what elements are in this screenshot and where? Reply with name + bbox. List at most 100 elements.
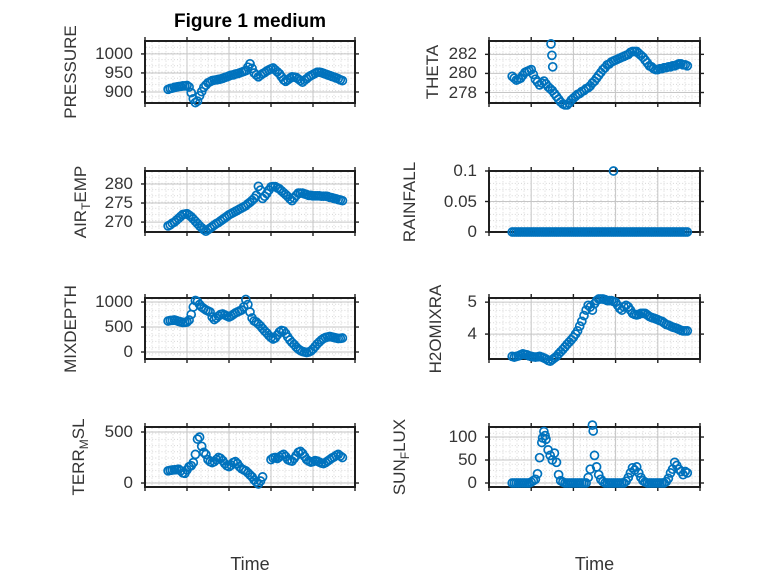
y-axis-label-text: LUX [390, 418, 409, 452]
y-tick-label-pressure: 1000 [95, 43, 133, 63]
y-tick-label-air-temp: 280 [104, 173, 133, 193]
data-point [593, 469, 604, 480]
data-point [546, 39, 556, 49]
y-tick-label-theta: 278 [448, 82, 477, 102]
data-point [682, 227, 693, 237]
data-point [192, 96, 203, 106]
data-point [549, 448, 560, 458]
data-point [631, 462, 642, 472]
data-point [682, 60, 693, 71]
data-point [337, 333, 348, 343]
y-tick-label-air-temp: 270 [104, 212, 133, 232]
data-point [184, 315, 194, 325]
data-point [245, 58, 255, 69]
data-point [633, 468, 644, 478]
y-axis-label-rainfall: RAINFALL [399, 92, 421, 312]
y-tick-label-theta: 280 [448, 63, 477, 83]
data-point [274, 327, 285, 337]
data-point [530, 474, 541, 485]
data-point [337, 75, 348, 86]
y-tick-label-sun-flux: 50 [458, 450, 477, 469]
y-tick-label-rainfall: 0.05 [443, 191, 477, 211]
data-point [182, 317, 192, 327]
data-point [198, 224, 209, 235]
data-point [572, 326, 583, 336]
data-point [532, 468, 543, 479]
y-tick-label-pressure: 900 [104, 81, 133, 101]
data-point [623, 472, 634, 483]
data-point [589, 450, 600, 461]
y-tick-label-theta: 282 [448, 44, 477, 64]
plot-area-pressure [141, 37, 359, 108]
axes-box [488, 40, 701, 104]
data-point [257, 472, 268, 482]
y-tick-label-rainfall: 0.1 [453, 161, 477, 180]
data-point [207, 312, 218, 322]
plot-area-mixdepth [141, 294, 359, 363]
y-tick-label-h2omixra: 5 [467, 292, 477, 312]
data-point [196, 441, 207, 452]
y-tick-label-sun-flux: 100 [448, 427, 477, 447]
y-tick-label-terr-msl: 0 [123, 473, 133, 493]
data-point [587, 305, 598, 315]
data-point [526, 64, 537, 75]
y-axis-label-text: SUN [390, 459, 409, 496]
data-point [576, 316, 587, 327]
data-point [192, 434, 203, 444]
data-point [247, 63, 257, 74]
data-point [587, 420, 598, 430]
plot-area-theta [485, 37, 704, 110]
data-point [211, 454, 222, 465]
data-point [251, 70, 262, 80]
data-point [553, 469, 564, 480]
data-point [190, 97, 201, 108]
y-tick-label-mixdepth: 1000 [95, 292, 133, 312]
data-point [337, 452, 348, 463]
data-point [540, 430, 550, 441]
data-point [528, 69, 539, 80]
y-axis-label-text: RAINFALL [400, 161, 419, 242]
data-point [337, 195, 348, 206]
y-axis-label-subscript: F [398, 451, 412, 460]
data-point [547, 50, 557, 61]
axes-box [144, 170, 356, 233]
data-point [295, 75, 306, 86]
data-point [581, 478, 591, 488]
data-point [579, 310, 589, 321]
y-tick-label-air-temp: 275 [104, 193, 133, 213]
y-axis-label-sun-flux: SUNFLUX [389, 347, 412, 567]
plot-area-rainfall [485, 166, 704, 237]
axes-box [144, 426, 356, 488]
data-point [184, 82, 194, 92]
data-point [240, 294, 251, 305]
y-tick-label-pressure: 950 [104, 62, 133, 82]
data-point [551, 457, 562, 468]
data-point [245, 307, 255, 317]
data-point [194, 432, 205, 442]
plot-area-air-temp [141, 167, 359, 237]
x-axis-label-time: Time [230, 554, 270, 574]
data-point [547, 61, 558, 72]
plot-area-h2omixra [485, 294, 704, 367]
data-point [682, 468, 693, 478]
data-point [190, 449, 201, 460]
axes-box [144, 40, 356, 104]
y-tick-label-mixdepth: 500 [104, 317, 133, 337]
data-point [198, 447, 209, 458]
data-point [574, 321, 585, 331]
data-point [534, 452, 545, 463]
y-tick-label-rainfall: 0 [467, 222, 477, 241]
data-point [608, 166, 619, 176]
data-point [278, 74, 289, 85]
data-point [251, 477, 262, 487]
y-tick-label-h2omixra: 4 [467, 324, 477, 344]
figure-title: Figure 1 medium [173, 11, 327, 32]
plot-area-terr-msl [141, 423, 359, 491]
data-point [585, 464, 596, 475]
data-point [663, 473, 674, 484]
data-point [186, 87, 197, 98]
data-point [335, 451, 346, 461]
data-point [537, 433, 548, 443]
y-axis-label-terr-msl: TERRMSL [68, 347, 91, 567]
